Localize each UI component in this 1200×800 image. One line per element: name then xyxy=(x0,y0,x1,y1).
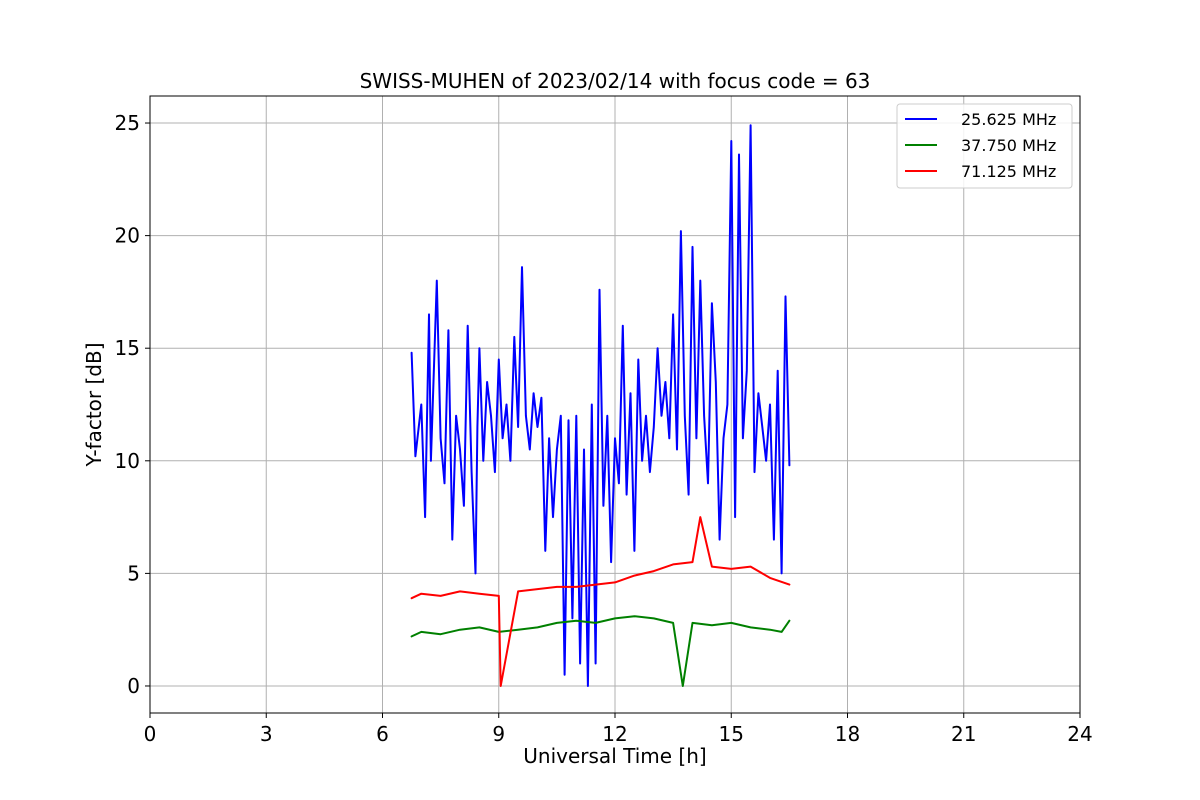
y-tick-label: 10 xyxy=(115,449,140,473)
axis-ticks: 0 3 6 9 12 15 18 21 24 0 5 10 15 20 25 xyxy=(115,111,1093,746)
series-lines xyxy=(410,124,791,687)
x-tick-label: 21 xyxy=(951,722,976,746)
y-tick-label: 0 xyxy=(127,674,140,698)
y-tick-label: 25 xyxy=(115,111,140,135)
legend-label-1: 25.625 MHz xyxy=(961,110,1056,129)
x-tick-label: 24 xyxy=(1067,722,1092,746)
x-tick-label: 9 xyxy=(492,722,505,746)
series-line-1 xyxy=(410,124,791,687)
y-tick-label: 15 xyxy=(115,336,140,360)
series-line-3 xyxy=(410,516,791,687)
x-tick-label: 6 xyxy=(376,722,389,746)
legend-label-3: 71.125 MHz xyxy=(961,162,1056,181)
series-line-2 xyxy=(410,615,791,687)
legend-entries: 25.625 MHz 37.750 MHz 71.125 MHz xyxy=(905,110,1056,181)
legend: 25.625 MHz 37.750 MHz 71.125 MHz xyxy=(896,103,1073,189)
legend-label-2: 37.750 MHz xyxy=(961,136,1056,155)
legend-box xyxy=(896,103,1073,189)
y-tick-label: 20 xyxy=(115,224,140,248)
x-tick-label: 15 xyxy=(719,722,744,746)
x-tick-label: 18 xyxy=(835,722,860,746)
y-axis-label: Y-factor [dB] xyxy=(82,342,106,467)
y-tick-label: 5 xyxy=(127,561,140,585)
x-tick-label: 0 xyxy=(144,722,157,746)
x-axis-label: Universal Time [h] xyxy=(523,744,706,768)
x-tick-label: 12 xyxy=(602,722,627,746)
x-tick-label: 3 xyxy=(260,722,273,746)
chart-title: SWISS-MUHEN of 2023/02/14 with focus cod… xyxy=(360,69,871,93)
